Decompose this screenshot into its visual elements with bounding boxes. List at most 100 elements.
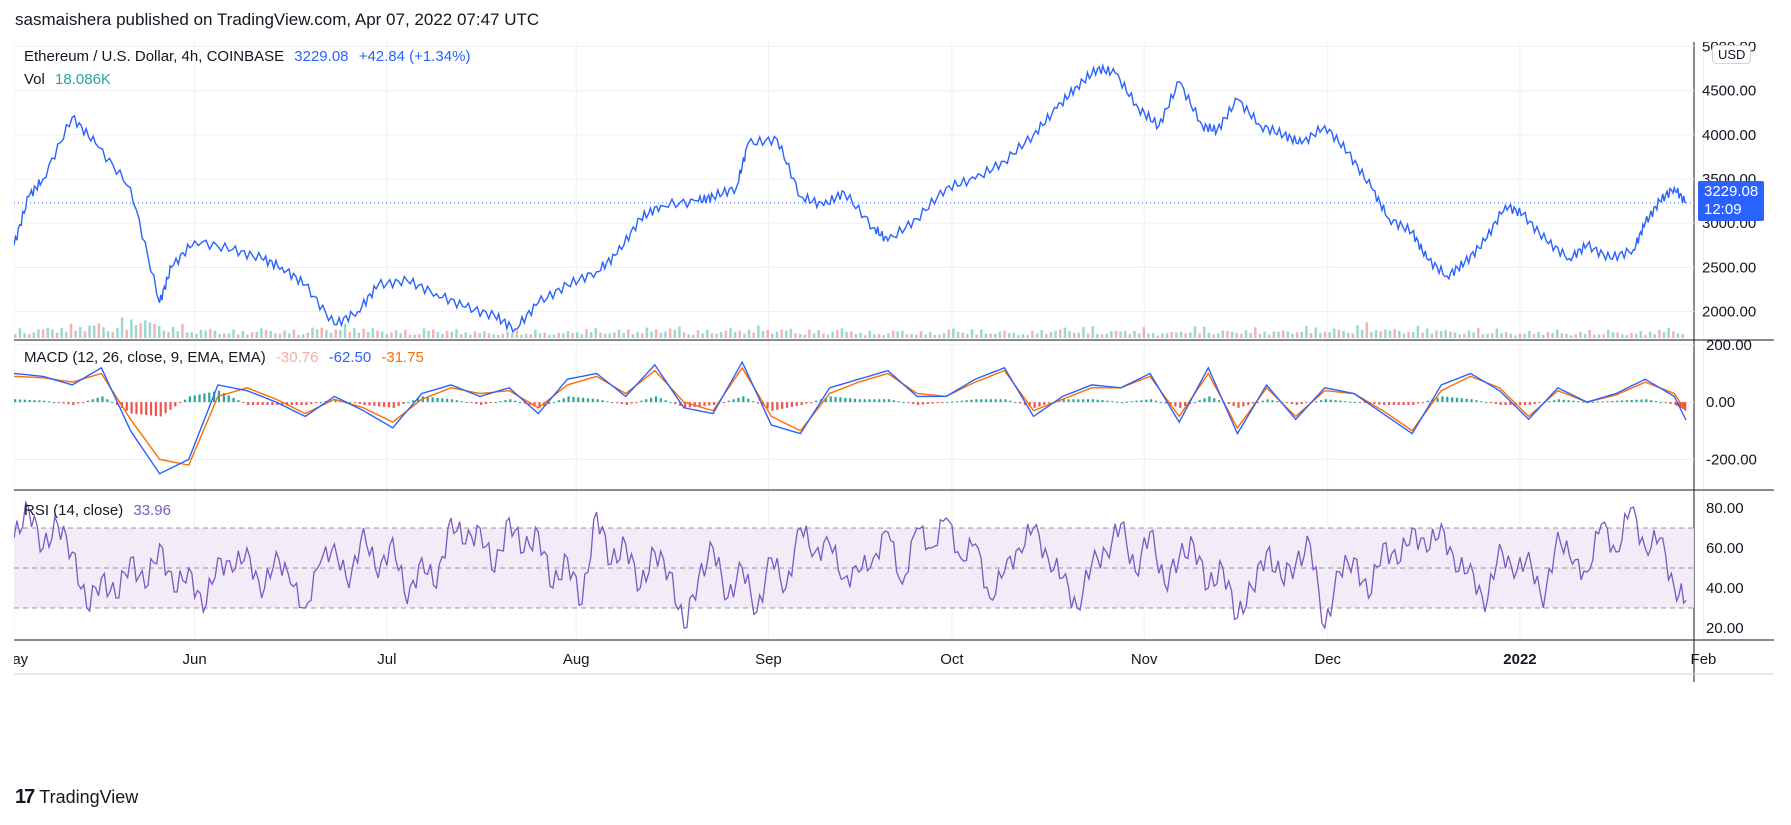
volume-bar — [1351, 333, 1355, 338]
volume-bar — [60, 327, 63, 338]
macd-histogram-bar — [1271, 400, 1274, 403]
volume-bar — [1528, 330, 1531, 338]
volume-bar — [1560, 333, 1564, 338]
macd-histogram-bar — [984, 399, 988, 403]
volume-bar — [1467, 330, 1471, 338]
macd-histogram-bar — [1256, 402, 1260, 404]
time-tick-label: May — [14, 651, 29, 668]
macd-histogram-bar — [1091, 399, 1094, 403]
macd-histogram-bar — [1611, 400, 1614, 403]
volume-bar — [1416, 325, 1420, 338]
macd-histogram-bar — [649, 397, 653, 403]
macd-histogram-bar — [1451, 397, 1454, 403]
currency-label[interactable]: USD — [1712, 45, 1752, 64]
chart-canvas[interactable]: MayJunJulAugSepOctNovDec2022FebMarApr500… — [14, 42, 1775, 767]
volume-bar — [1611, 332, 1615, 338]
price-tick-label: 4500.00 — [1702, 83, 1756, 100]
macd-histogram-bar — [72, 402, 75, 405]
macd-histogram-bar — [693, 402, 696, 407]
volume-bar — [1286, 331, 1290, 338]
chart-area[interactable]: MayJunJulAugSepOctNovDec2022FebMarApr500… — [14, 42, 1775, 767]
macd-histogram-bar — [1023, 402, 1027, 405]
macd-histogram-bar — [1339, 400, 1342, 403]
volume-bar — [1268, 334, 1271, 338]
volume-bar — [385, 334, 389, 338]
volume-bar — [497, 334, 500, 338]
volume-bar — [771, 333, 774, 338]
macd-histogram-bar — [548, 402, 551, 405]
volume-bar — [1435, 330, 1438, 338]
macd-histogram-bar — [538, 402, 541, 408]
footer-brand[interactable]: 17 TradingView — [15, 786, 138, 809]
volume-bar — [1425, 328, 1429, 338]
volume-bar — [436, 332, 440, 338]
macd-histogram-bar — [1509, 402, 1512, 405]
macd-histogram-bar — [1363, 402, 1366, 404]
volume-bar — [292, 329, 296, 338]
bar-countdown: 12:09 — [1704, 201, 1742, 218]
volume-bar — [850, 331, 853, 338]
macd-histogram-bar — [805, 402, 808, 404]
volume-bar — [836, 330, 839, 338]
volume-bar — [877, 333, 881, 338]
macd-histogram-bar — [975, 399, 978, 403]
macd-histogram-bar — [868, 399, 871, 403]
volume-bar — [1235, 332, 1238, 338]
macd-histogram-bar — [47, 401, 51, 403]
volume-bar — [738, 330, 742, 338]
macd-histogram-bar — [688, 402, 692, 408]
macd-histogram-bar — [1004, 399, 1007, 403]
macd-histogram-bar — [761, 402, 764, 406]
volume-bar — [1026, 335, 1029, 338]
macd-histogram-bar — [887, 399, 891, 403]
macd-histogram-bar — [771, 402, 774, 411]
macd-histogram-bar — [1548, 401, 1551, 403]
macd-histogram-bar — [1620, 400, 1624, 403]
volume-bar — [1254, 327, 1257, 338]
volume-bar — [1212, 334, 1215, 338]
macd-histogram-bar — [1237, 402, 1240, 408]
macd-histogram-bar — [708, 402, 711, 406]
volume-bar — [1184, 333, 1187, 338]
volume-bar — [840, 328, 844, 338]
time-tick-label: Aug — [563, 651, 590, 668]
volume-bar — [928, 332, 932, 338]
volume-bar — [65, 331, 68, 338]
macd-histogram-bar — [1193, 402, 1196, 404]
volume-bar — [538, 333, 542, 338]
volume-bar — [1105, 333, 1108, 338]
macd-histogram-bar — [1499, 402, 1502, 405]
symbol-title: Ethereum / U.S. Dollar, 4h, COINBASE — [24, 48, 285, 65]
volume-bar — [1523, 333, 1526, 338]
macd-histogram-bar — [18, 399, 22, 403]
volume-bar — [1379, 331, 1382, 338]
volume-bar — [1110, 330, 1113, 338]
volume-bar — [1495, 328, 1499, 338]
macd-histogram-bar — [480, 402, 483, 405]
volume-bar — [148, 322, 152, 338]
macd-histogram-bar — [1305, 402, 1308, 404]
volume-bar — [130, 319, 133, 338]
macd-histogram-bar — [1018, 402, 1022, 404]
macd-histogram-bar — [183, 399, 187, 403]
macd-histogram-bar — [1586, 402, 1590, 404]
macd-histogram-bar — [1251, 402, 1255, 404]
macd-histogram-bar — [363, 402, 366, 405]
volume-bar — [743, 333, 746, 338]
volume-bar — [1676, 333, 1680, 338]
volume-bar — [46, 328, 50, 338]
volume-bar — [1388, 330, 1392, 338]
brand-name: TradingView — [39, 787, 139, 807]
rsi-legend: RSI (14, close) 33.96 — [24, 502, 177, 519]
volume-bar — [1323, 331, 1327, 338]
macd-histogram-bar — [319, 402, 323, 404]
volume-bar — [1059, 329, 1062, 338]
volume-bar — [817, 330, 820, 338]
macd-histogram-bar — [14, 399, 17, 403]
volume-bar — [1625, 335, 1629, 338]
macd-histogram-bar — [1038, 402, 1041, 407]
macd-histogram-bar — [800, 402, 803, 405]
macd-histogram-bar — [1387, 402, 1391, 405]
macd-histogram-bar — [756, 402, 759, 404]
volume-bar — [975, 334, 978, 338]
